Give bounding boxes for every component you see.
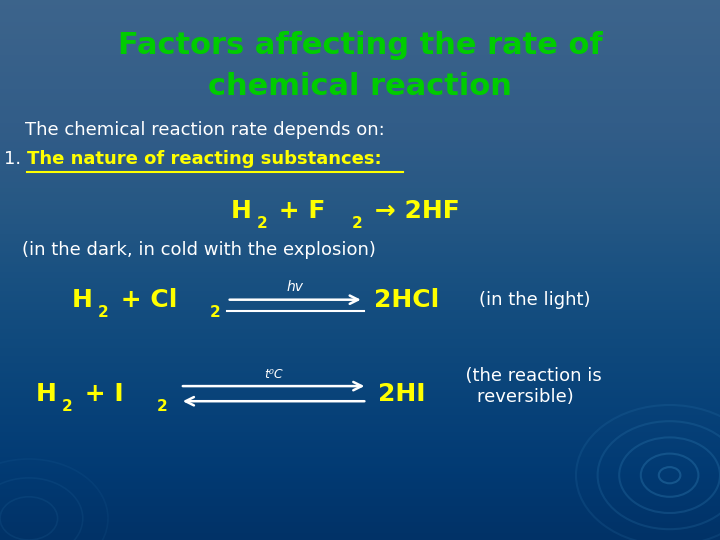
Text: 2HI: 2HI: [378, 382, 426, 406]
Text: (the reaction is
    reversible): (the reaction is reversible): [454, 367, 601, 406]
Text: 2: 2: [157, 399, 168, 414]
Text: → 2HF: → 2HF: [366, 199, 459, 222]
Text: 2: 2: [256, 215, 267, 231]
Text: H: H: [36, 382, 57, 406]
Text: + I: + I: [76, 382, 123, 406]
Text: The nature of reacting substances:: The nature of reacting substances:: [27, 150, 382, 168]
Text: t⁰C: t⁰C: [264, 368, 283, 381]
Text: 2: 2: [351, 215, 362, 231]
Text: + Cl: + Cl: [112, 288, 177, 312]
Text: (in the light): (in the light): [479, 291, 590, 309]
Text: 2HCl: 2HCl: [374, 288, 440, 312]
Text: H: H: [230, 199, 251, 222]
Text: H: H: [72, 288, 93, 312]
Text: 2: 2: [98, 305, 109, 320]
Text: chemical reaction: chemical reaction: [208, 72, 512, 101]
Text: 1.: 1.: [4, 150, 21, 168]
Text: The chemical reaction rate depends on:: The chemical reaction rate depends on:: [25, 120, 385, 139]
Text: hv: hv: [287, 280, 304, 294]
Text: (in the dark, in cold with the explosion): (in the dark, in cold with the explosion…: [22, 241, 375, 259]
Text: 2: 2: [210, 305, 221, 320]
Text: Factors affecting the rate of: Factors affecting the rate of: [117, 31, 603, 60]
Text: + F: + F: [270, 199, 325, 222]
Text: 2: 2: [62, 399, 73, 414]
